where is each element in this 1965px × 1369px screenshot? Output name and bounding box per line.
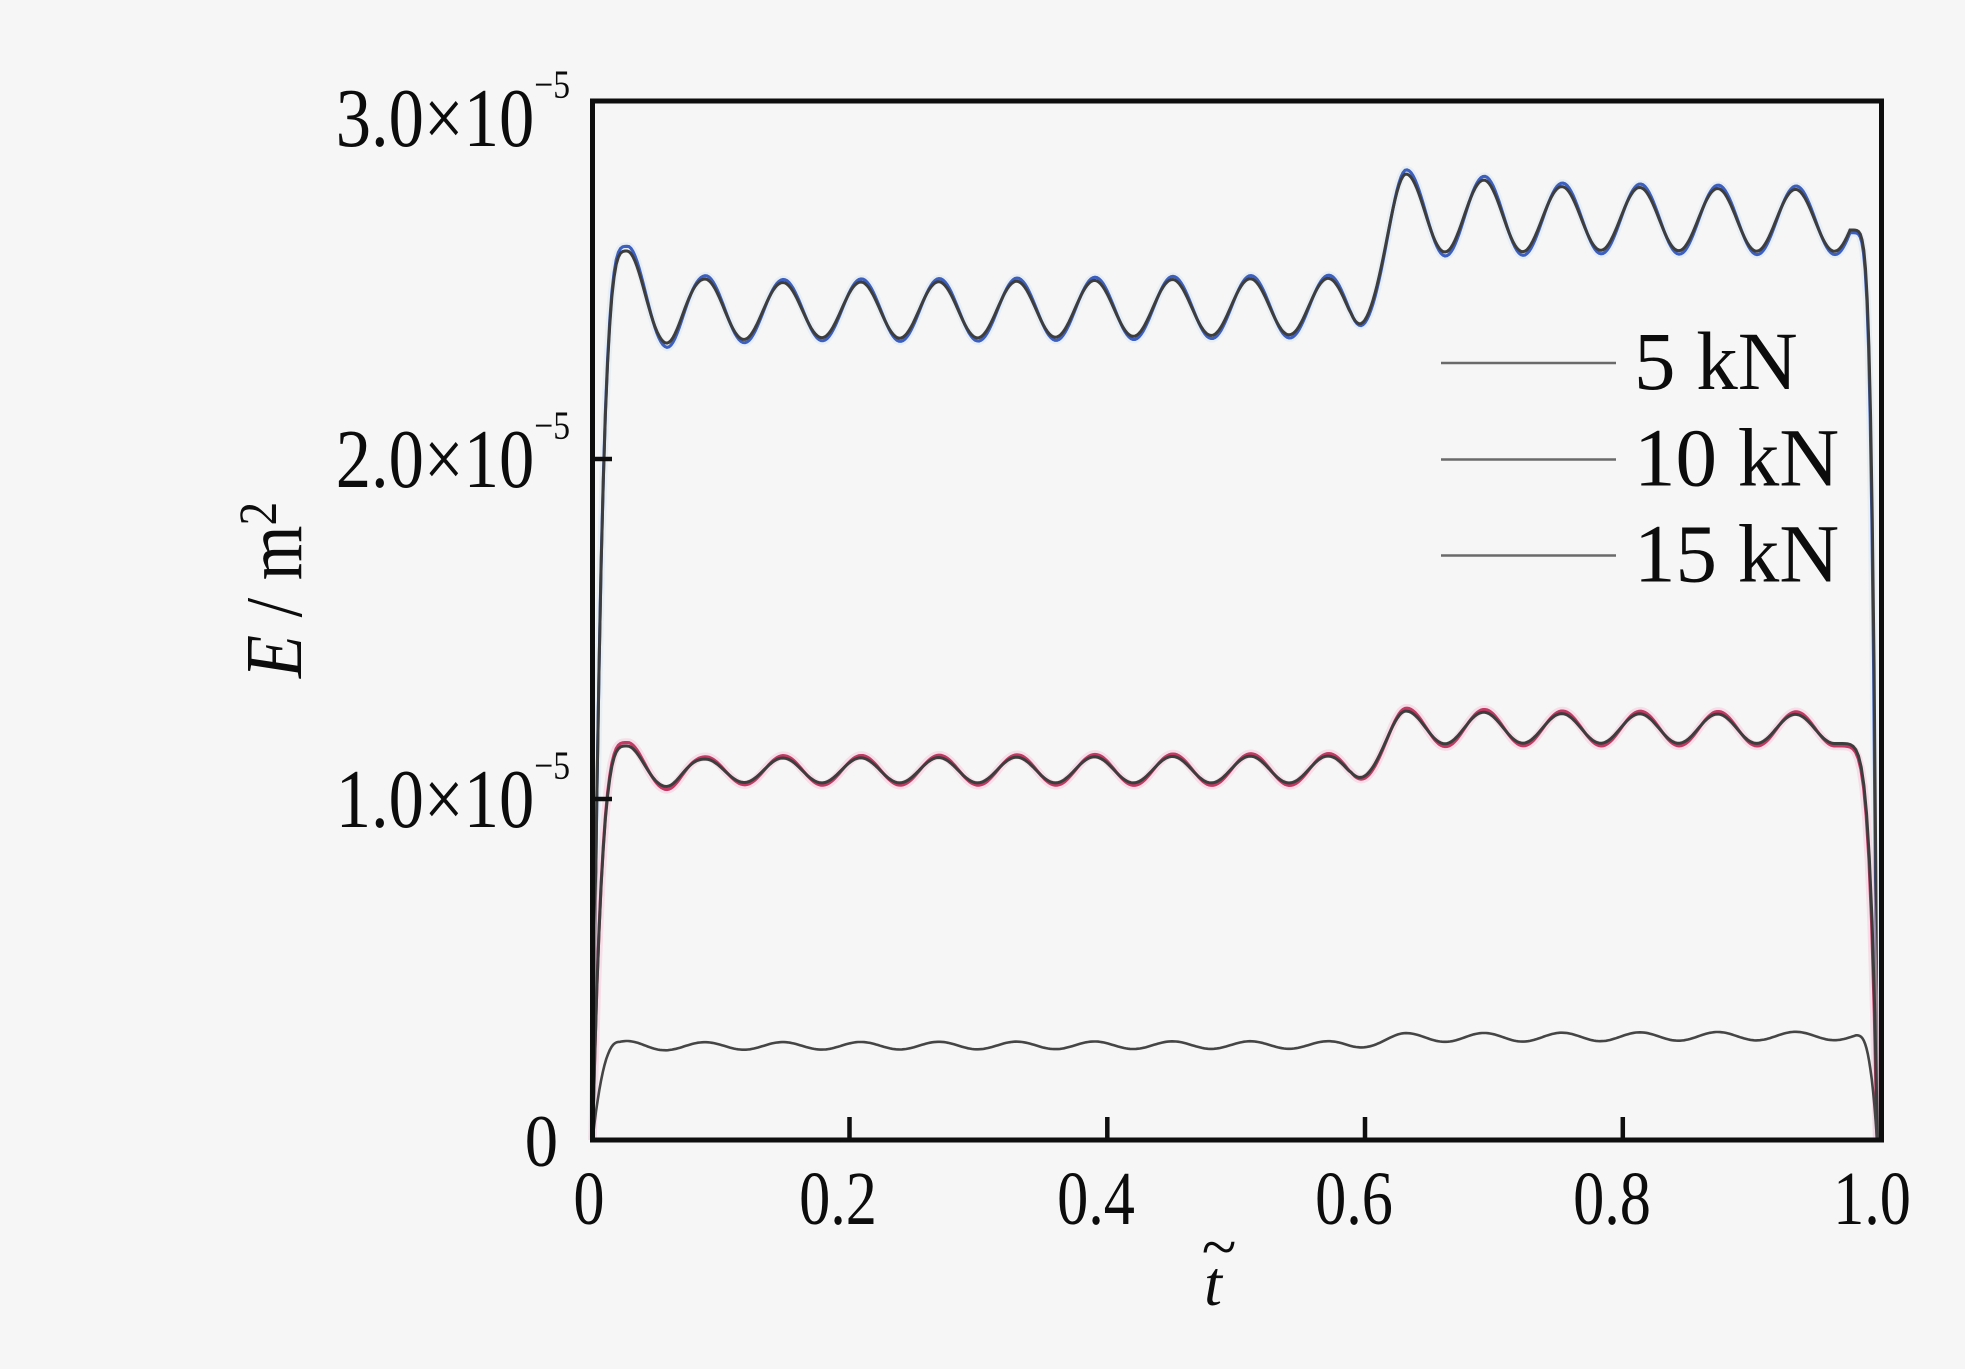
svg-text:1.0×10−5: 1.0×10−5 <box>336 743 570 845</box>
svg-text:0.4: 0.4 <box>1057 1157 1135 1241</box>
svg-text:0.6: 0.6 <box>1315 1157 1393 1241</box>
svg-text:0.8: 0.8 <box>1573 1157 1651 1241</box>
svg-text:5 kN: 5 kN <box>1634 315 1798 407</box>
svg-text:2.0×10−5: 2.0×10−5 <box>336 403 570 505</box>
svg-text:3.0×10−5: 3.0×10−5 <box>336 62 570 164</box>
svg-text:1.0: 1.0 <box>1833 1157 1911 1241</box>
svg-text:0: 0 <box>525 1101 558 1183</box>
svg-text:E / m2: E / m2 <box>229 502 319 679</box>
svg-text:t: t <box>1204 1248 1224 1319</box>
svg-text:15 kN: 15 kN <box>1634 508 1839 600</box>
svg-text:0.2: 0.2 <box>799 1157 877 1241</box>
svg-text:10 kN: 10 kN <box>1634 412 1839 504</box>
svg-text:~: ~ <box>1202 1211 1237 1282</box>
svg-text:0: 0 <box>573 1157 604 1241</box>
